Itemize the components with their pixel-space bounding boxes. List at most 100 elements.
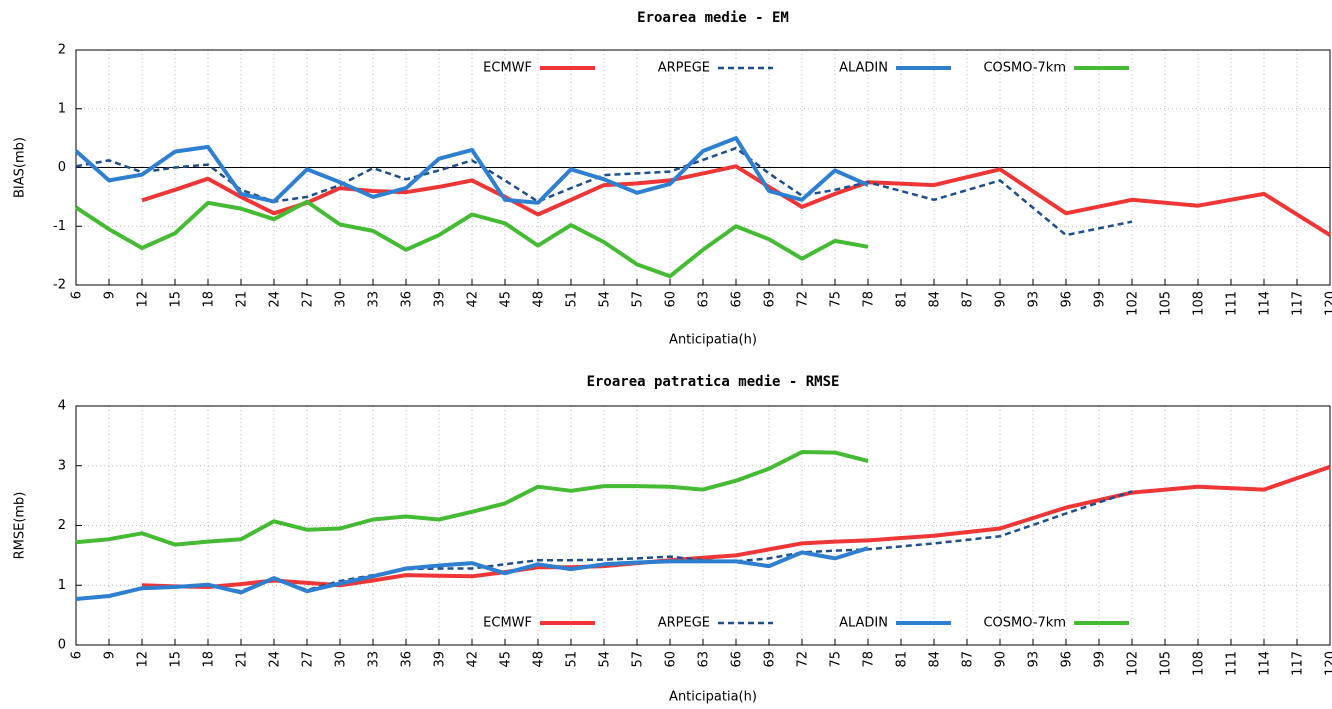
y-tick-label: 2: [58, 43, 66, 58]
legend-label: ECMWF: [483, 61, 532, 76]
x-tick-label: 93: [1027, 291, 1042, 308]
x-tick-label: 102: [1126, 291, 1141, 316]
plot-frame: [75, 405, 1331, 646]
x-tick-label: 114: [1258, 651, 1273, 676]
x-tick-label: 93: [1027, 651, 1042, 668]
x-tick-label: 69: [763, 291, 778, 308]
x-tick-label: 9: [103, 291, 118, 299]
x-tick-label: 69: [763, 651, 778, 668]
y-tick-label: -2: [53, 278, 66, 293]
x-tick-label: 78: [862, 651, 877, 668]
x-tick-label: 87: [961, 651, 976, 668]
x-tick-label: 102: [1126, 651, 1141, 676]
x-tick-label: 30: [334, 291, 349, 308]
x-tick-label: 12: [136, 291, 151, 308]
y-tick-label: 1: [58, 578, 66, 593]
x-tick-label: 33: [367, 651, 382, 668]
x-tick-label: 51: [565, 651, 580, 668]
legend-label: ALADIN: [839, 61, 888, 76]
legend-label: COSMO-7km: [983, 61, 1066, 76]
x-tick-label: 39: [433, 651, 448, 668]
x-tick-label: 120: [1324, 651, 1332, 676]
x-tick-label: 63: [697, 651, 712, 668]
x-tick-label: 36: [400, 651, 415, 668]
x-tick-label: 18: [202, 651, 217, 668]
x-tick-label: 21: [235, 651, 250, 668]
x-tick-label: 54: [598, 291, 613, 308]
x-tick-label: 66: [730, 291, 745, 308]
legend-label: ALADIN: [839, 616, 888, 631]
series-line: [74, 136, 869, 205]
x-tick-label: 54: [598, 651, 613, 668]
x-tick-label: 42: [466, 651, 481, 668]
x-tick-label: 99: [1093, 291, 1108, 308]
series-line: [74, 199, 869, 279]
x-tick-label: 30: [334, 651, 349, 668]
y-tick-label: -1: [53, 219, 66, 234]
x-tick-label: 36: [400, 291, 415, 308]
x-tick-label: 111: [1225, 291, 1240, 316]
x-tick-label: 96: [1060, 651, 1075, 668]
x-tick-label: 24: [268, 291, 283, 308]
x-tick-label: 57: [631, 291, 646, 308]
x-tick-label: 117: [1291, 651, 1306, 676]
x-tick-label: 45: [499, 651, 514, 668]
legend-label: ECMWF: [483, 616, 532, 631]
x-tick-label: 105: [1159, 651, 1174, 676]
x-tick-label: 78: [862, 291, 877, 308]
x-tick-label: 81: [895, 651, 910, 668]
x-tick-label: 15: [169, 291, 184, 308]
x-tick-label: 66: [730, 651, 745, 668]
x-tick-label: 48: [532, 291, 547, 308]
x-tick-label: 63: [697, 291, 712, 308]
x-tick-label: 57: [631, 651, 646, 668]
x-tick-label: 48: [532, 651, 547, 668]
x-tick-label: 84: [928, 291, 943, 308]
x-tick-label: 75: [829, 651, 844, 668]
x-tick-label: 117: [1291, 291, 1306, 316]
x-axis-label: Anticipatia(h): [669, 333, 757, 348]
x-tick-label: 90: [994, 291, 1009, 308]
x-tick-label: 60: [664, 291, 679, 308]
legend-label: COSMO-7km: [983, 616, 1066, 631]
plot-frame: [75, 49, 1331, 286]
y-tick-label: 3: [58, 458, 66, 473]
x-tick-label: 108: [1192, 291, 1207, 316]
y-tick-label: 4: [58, 399, 66, 414]
y-tick-label: 2: [58, 518, 66, 533]
x-tick-label: 114: [1258, 291, 1273, 316]
x-tick-label: 24: [268, 651, 283, 668]
x-tick-label: 87: [961, 291, 976, 308]
x-tick-label: 21: [235, 291, 250, 308]
x-tick-label: 51: [565, 291, 580, 308]
x-tick-label: 108: [1192, 651, 1207, 676]
x-tick-label: 90: [994, 651, 1009, 668]
x-tick-label: 42: [466, 291, 481, 308]
y-tick-label: 0: [58, 638, 66, 653]
x-tick-label: 96: [1060, 291, 1075, 308]
x-tick-label: 27: [301, 291, 316, 308]
y-tick-label: 1: [58, 101, 66, 116]
x-tick-label: 9: [103, 651, 118, 659]
x-tick-label: 84: [928, 651, 943, 668]
y-axis-label: BIAS(mb): [13, 137, 28, 198]
x-tick-label: 75: [829, 291, 844, 308]
x-tick-label: 15: [169, 651, 184, 668]
legend-label: ARPEGE: [658, 616, 710, 631]
series-line: [75, 546, 869, 601]
x-axis-label: Anticipatia(h): [669, 690, 757, 705]
x-tick-label: 18: [202, 291, 217, 308]
y-tick-label: 0: [58, 160, 66, 175]
chart-title: Eroarea medie - EM: [637, 10, 789, 26]
x-tick-label: 60: [664, 651, 679, 668]
x-tick-label: 72: [796, 651, 811, 668]
x-tick-label: 33: [367, 291, 382, 308]
series-line: [75, 450, 869, 547]
x-tick-label: 6: [70, 291, 85, 299]
x-tick-label: 45: [499, 291, 514, 308]
y-axis-label: RMSE(mb): [13, 492, 28, 560]
x-tick-label: 27: [301, 651, 316, 668]
x-tick-label: 111: [1225, 651, 1240, 676]
x-tick-label: 105: [1159, 291, 1174, 316]
